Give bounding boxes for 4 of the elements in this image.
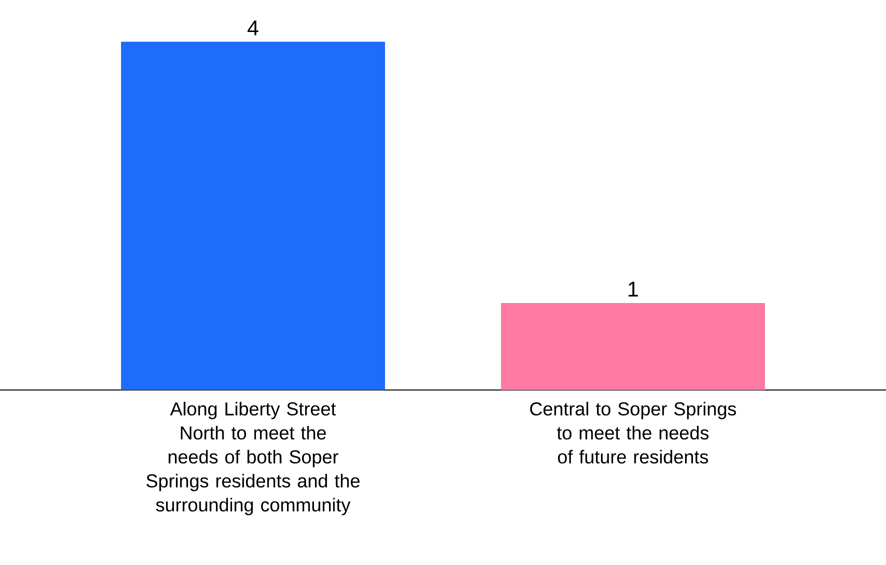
data-label: 4 [248,20,258,36]
x-tick-label: Along Liberty Street North to meet the needs of both Soper Springs residents and the surrounding community [146,402,360,516]
data-label: 1 [628,282,638,296]
x-tick-label: Central to Soper Springs to meet the needs of future residents [530,402,736,464]
